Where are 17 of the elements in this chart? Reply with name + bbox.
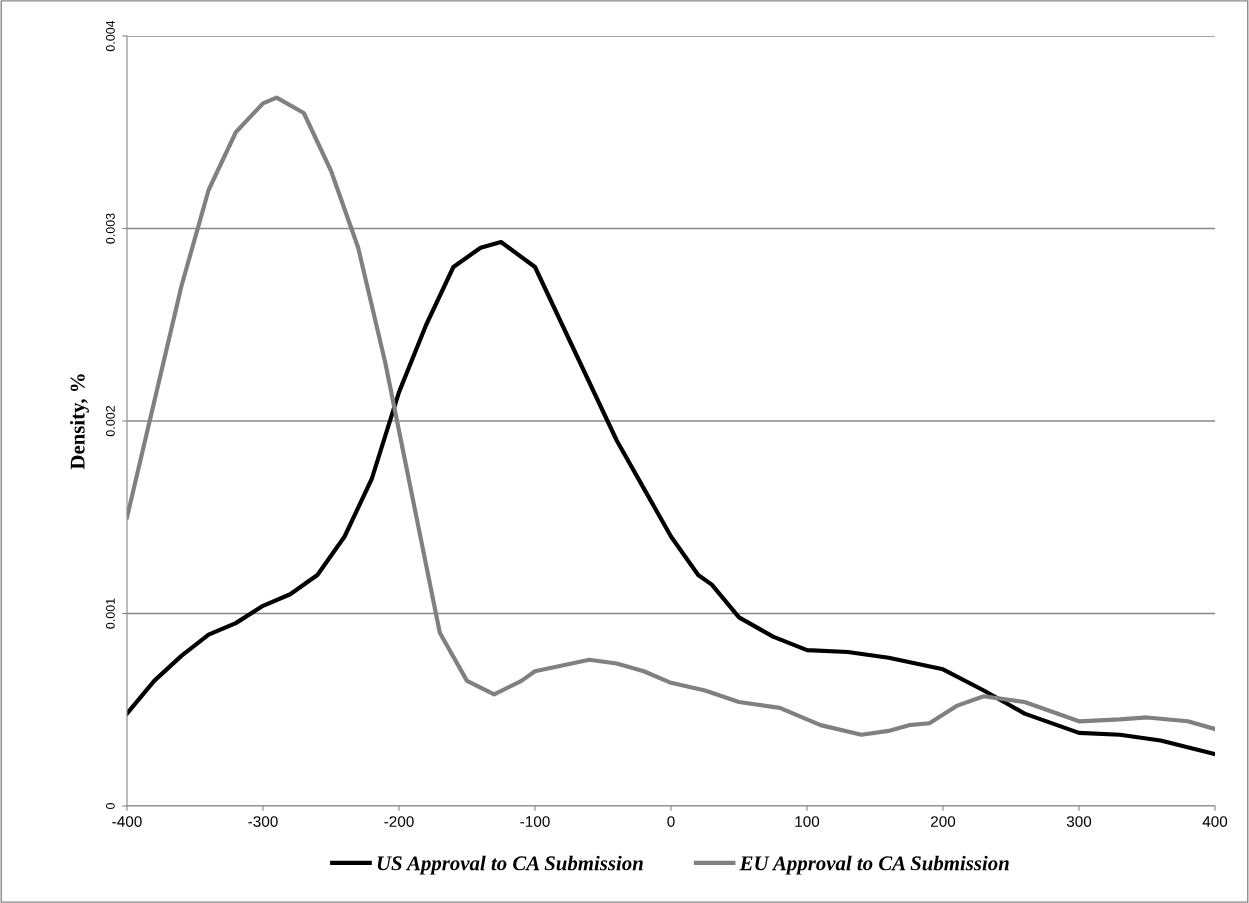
legend-label: EU Approval to CA Submission (739, 855, 1009, 875)
x-tick-label: 200 (931, 816, 956, 827)
y-tick-label: 0.001 (105, 598, 115, 629)
x-tick-label: 0 (667, 816, 675, 827)
y-axis-title: Density, % (70, 374, 89, 470)
x-tick-label: 400 (1202, 816, 1228, 827)
x-tick-label: -300 (248, 816, 278, 827)
x-tick-label: 100 (795, 816, 820, 827)
x-tick-label: -200 (384, 816, 414, 827)
y-tick-label: 0.004 (105, 20, 115, 52)
x-tick-label: 300 (1066, 816, 1092, 827)
y-tick-label: 0.002 (105, 405, 115, 437)
legend-label: US Approval to CA Submission (377, 855, 643, 875)
y-tick-label: 0.003 (105, 213, 115, 244)
x-tick-label: -100 (520, 816, 550, 827)
y-tick-label: 0 (105, 803, 115, 809)
x-tick-label: -400 (112, 816, 142, 827)
